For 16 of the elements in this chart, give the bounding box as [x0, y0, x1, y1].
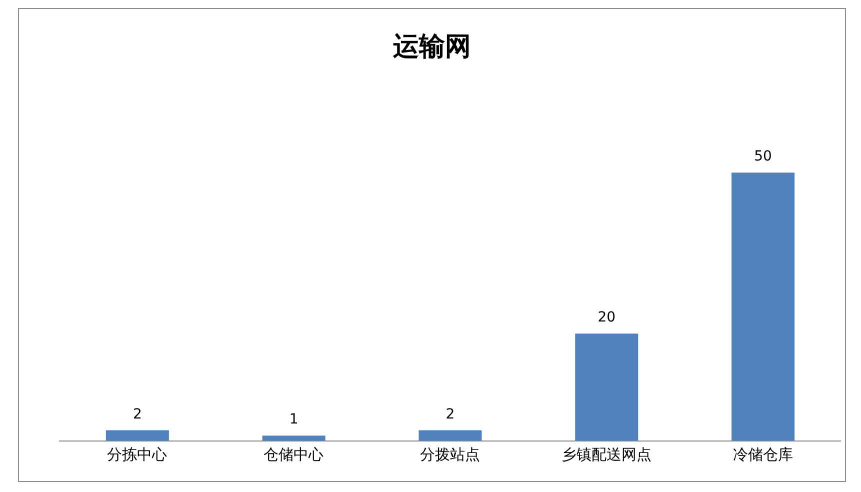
x-tick-label: 分拨站点: [420, 446, 480, 464]
data-label: 20: [598, 310, 616, 326]
data-label: 2: [132, 406, 142, 422]
bar: [575, 334, 638, 441]
x-tick-label: 乡镇配送网点: [561, 446, 652, 464]
x-tick-label: 分拣中心: [107, 446, 168, 464]
data-label: 2: [446, 406, 455, 422]
x-tick-label: 仓储中心: [264, 446, 324, 464]
x-tick-label: 冷储仓库: [732, 446, 793, 464]
bar: [732, 172, 795, 441]
bar: [106, 430, 169, 441]
data-label: 50: [754, 148, 772, 165]
data-label: 1: [289, 412, 298, 428]
chart-title: 运输网: [392, 31, 472, 64]
bar: [418, 430, 482, 441]
bar: [262, 436, 326, 441]
